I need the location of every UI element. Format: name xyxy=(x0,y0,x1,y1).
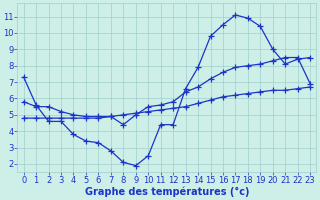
X-axis label: Graphe des températures (°c): Graphe des températures (°c) xyxy=(85,186,249,197)
